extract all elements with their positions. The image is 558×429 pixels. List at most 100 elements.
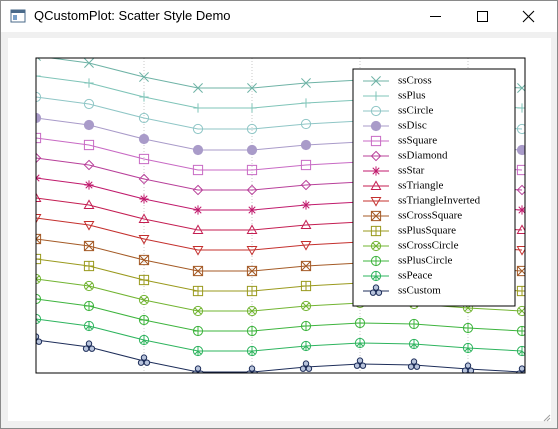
data-point	[246, 345, 258, 357]
data-point	[138, 112, 150, 124]
legend-label: ssCross	[398, 75, 432, 87]
data-point	[247, 205, 257, 215]
data-point	[299, 360, 313, 372]
data-point	[36, 253, 42, 265]
legend-label: ssStar	[398, 165, 425, 177]
data-point	[192, 265, 204, 277]
data-point	[193, 205, 203, 215]
data-point	[407, 358, 421, 370]
legend-label: ssCrossCircle	[398, 240, 459, 252]
data-point	[83, 300, 95, 312]
legend-marker	[370, 210, 382, 222]
data-point	[192, 246, 204, 256]
legend-label: ssDiamond	[398, 150, 448, 162]
legend-label: ssTriangleInverted	[398, 195, 481, 207]
legend-marker	[370, 150, 382, 162]
legend-marker	[370, 180, 382, 190]
data-point	[138, 173, 150, 185]
data-point	[138, 334, 150, 346]
data-point	[247, 103, 257, 113]
data-point	[192, 365, 204, 373]
data-point	[300, 179, 312, 191]
data-point	[516, 345, 525, 357]
data-point	[300, 118, 312, 130]
data-point	[192, 285, 204, 297]
data-point	[36, 112, 42, 124]
legend-marker	[369, 284, 383, 296]
chart: ssCross ssPlus ssCircle ssDisc ssSquare ssDia…	[8, 38, 551, 421]
legend-marker	[370, 135, 382, 147]
data-point	[192, 123, 204, 135]
data-point	[138, 153, 150, 165]
data-point	[246, 184, 258, 196]
data-point	[82, 340, 96, 352]
data-point	[300, 159, 312, 171]
close-button[interactable]	[522, 10, 535, 23]
legend-marker	[371, 166, 381, 176]
data-point	[246, 265, 258, 277]
data-point	[83, 139, 95, 151]
data-point	[462, 322, 474, 334]
title-bar-graphics	[10, 9, 535, 23]
data-point	[516, 265, 525, 277]
legend-marker	[370, 120, 382, 132]
data-point	[138, 235, 150, 245]
data-point	[300, 260, 312, 272]
data-point	[139, 194, 149, 204]
data-point	[517, 205, 525, 215]
data-point	[84, 58, 94, 68]
data-point	[83, 119, 95, 131]
data-point	[300, 241, 312, 251]
window-title: QCustomPlot: Scatter Style Demo	[34, 8, 231, 23]
data-point	[300, 340, 312, 352]
legend: ssCross ssPlus ssCircle ssDisc ssSquare ssDia…	[352, 68, 516, 307]
legend-marker	[370, 225, 382, 237]
data-point	[516, 325, 525, 337]
data-point	[192, 184, 204, 196]
data-point	[36, 313, 42, 325]
data-point	[83, 240, 95, 252]
data-point	[246, 144, 258, 156]
data-point	[246, 365, 258, 373]
data-point	[36, 293, 42, 305]
data-point	[301, 200, 311, 210]
data-point	[138, 274, 150, 286]
data-point	[83, 199, 95, 209]
data-point	[300, 280, 312, 292]
data-point	[516, 184, 525, 196]
data-point	[246, 224, 258, 234]
data-point	[83, 98, 95, 110]
data-point	[354, 337, 366, 349]
data-point	[192, 305, 204, 317]
resize-grip[interactable]	[542, 413, 552, 423]
data-point	[354, 317, 366, 329]
series-line	[36, 298, 523, 332]
data-point	[193, 83, 203, 93]
legend-marker	[371, 76, 381, 86]
data-point	[301, 78, 311, 88]
data-point	[36, 71, 41, 81]
data-point	[138, 314, 150, 326]
data-point	[517, 83, 525, 93]
data-point	[462, 342, 474, 354]
legend-marker	[371, 91, 381, 101]
data-point	[139, 72, 149, 82]
data-point	[300, 219, 312, 229]
data-point	[36, 233, 42, 245]
data-point	[138, 213, 150, 223]
data-point	[83, 320, 95, 332]
data-point	[138, 133, 150, 145]
data-point	[516, 144, 525, 156]
title-bar: QCustomPlot: Scatter Style Demo	[1, 1, 557, 32]
data-point	[83, 159, 95, 171]
maximize-button[interactable]	[477, 11, 488, 22]
data-point	[300, 300, 312, 312]
data-point	[516, 164, 525, 176]
data-point	[192, 224, 204, 234]
series-line	[36, 318, 523, 352]
legend-marker	[370, 105, 382, 117]
legend-label: ssCustom	[398, 285, 441, 297]
legend-marker	[370, 255, 382, 267]
legend-label: ssSquare	[398, 135, 437, 147]
data-point	[192, 325, 204, 337]
